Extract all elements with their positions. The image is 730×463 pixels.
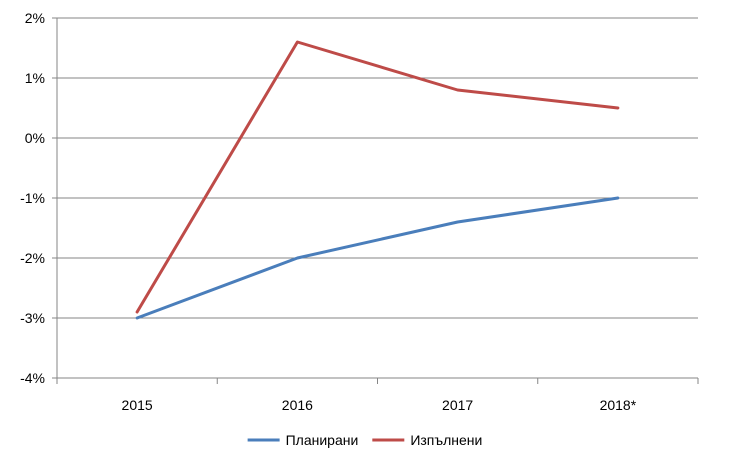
legend-label: Планирани [286, 432, 359, 448]
y-tick-label: -4% [20, 370, 45, 386]
x-tick-label: 2017 [442, 397, 473, 413]
series-lines [135, 40, 620, 320]
y-tick-label: 0% [25, 130, 45, 146]
y-tick-label: -1% [20, 190, 45, 206]
series-line-1 [135, 196, 620, 320]
y-tick-label: -2% [20, 250, 45, 266]
axes [52, 17, 699, 384]
y-tick-label: 1% [25, 70, 45, 86]
x-tick-label: 2018* [600, 397, 637, 413]
series-line-2 [135, 40, 620, 314]
x-tick-labels: 2015 2016 2017 2018* [122, 397, 637, 413]
x-tick-label: 2016 [282, 397, 313, 413]
y-tick-label: 2% [25, 10, 45, 26]
x-tick-label: 2015 [122, 397, 153, 413]
gridlines [57, 17, 698, 319]
legend-label: Изпълнени [410, 432, 482, 448]
legend: Планирани Изпълнени [247, 432, 482, 448]
y-tick-label: -3% [20, 310, 45, 326]
y-tick-labels: 2% 1% 0% -1% -2% -3% -4% [20, 10, 45, 386]
